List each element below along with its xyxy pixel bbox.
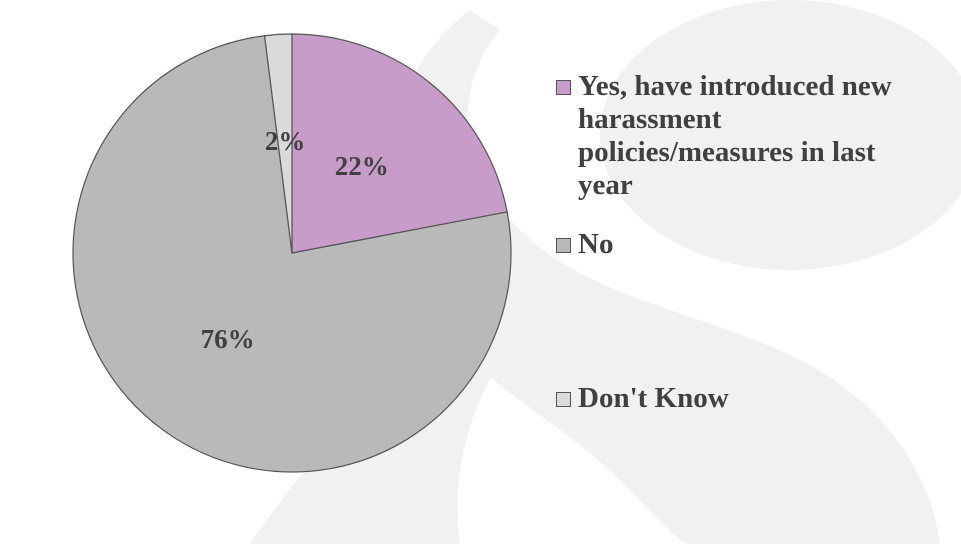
legend-item: No <box>556 228 916 261</box>
data-label: 2% <box>265 126 306 156</box>
pie-slice <box>72 35 512 473</box>
legend-swatch <box>556 80 571 95</box>
data-label: 22% <box>335 151 389 181</box>
data-label: 76% <box>201 324 255 354</box>
legend-swatch <box>556 238 571 253</box>
pie-slice <box>263 33 293 254</box>
legend-label: Yes, have introduced new harassment poli… <box>578 70 892 201</box>
legend-item: Yes, have introduced new harassment poli… <box>556 70 916 202</box>
legend-label: No <box>578 228 614 260</box>
legend-item: Don't Know <box>556 382 916 415</box>
pie-slice <box>291 33 508 254</box>
legend-label: Don't Know <box>578 382 729 414</box>
legend-swatch <box>556 392 571 407</box>
